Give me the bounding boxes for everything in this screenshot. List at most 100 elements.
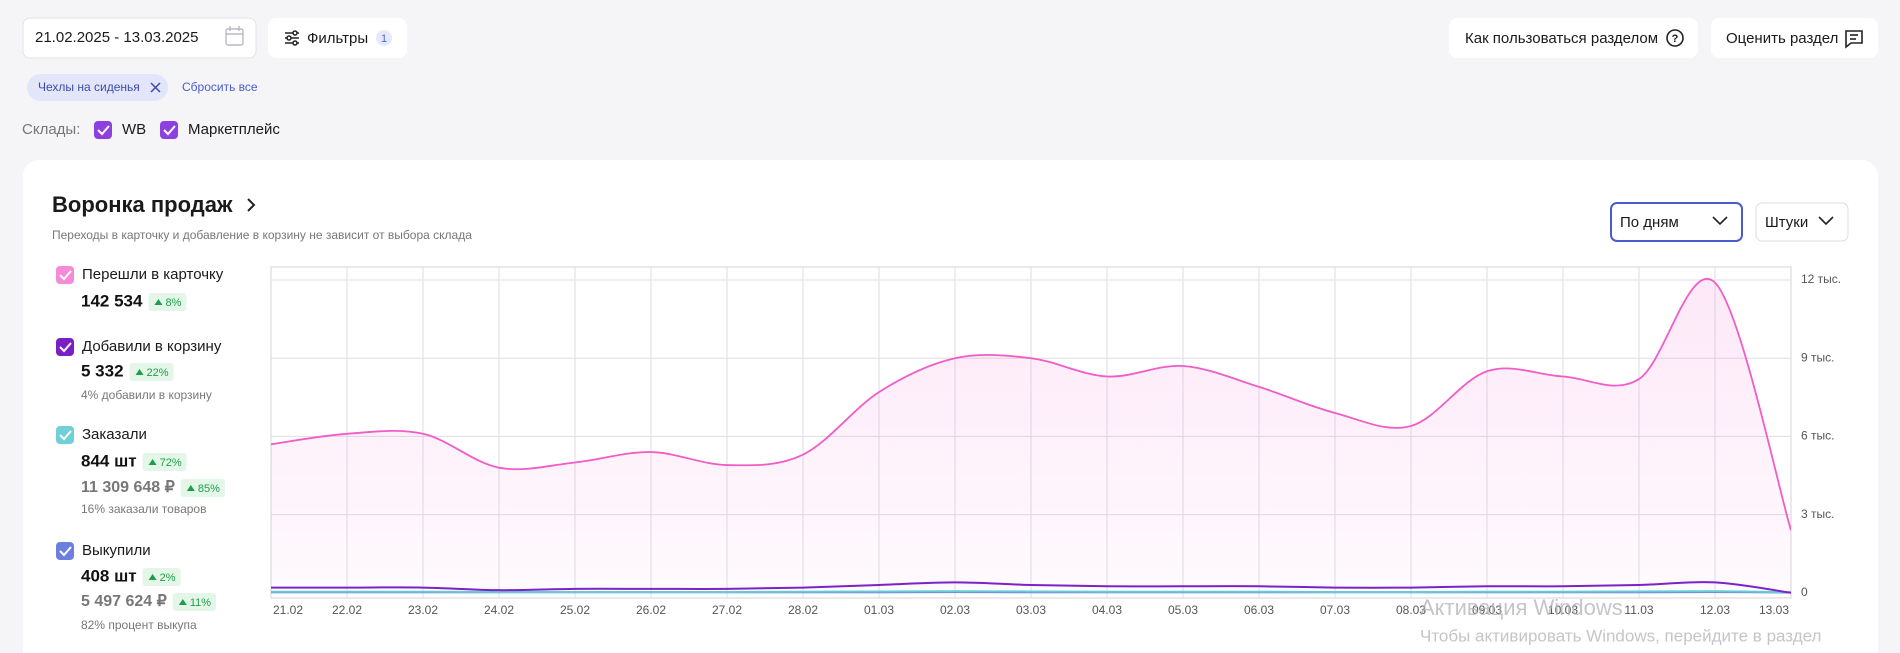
metric-value: 142 534 bbox=[81, 291, 143, 310]
legend-checkbox[interactable] bbox=[56, 266, 74, 284]
check-mark bbox=[59, 546, 72, 557]
metric-note: 16% заказали товаров bbox=[81, 502, 206, 516]
unit-select[interactable] bbox=[1755, 202, 1849, 242]
change-badge: 72% bbox=[142, 453, 187, 471]
legend-label: Перешли в карточку bbox=[82, 266, 224, 283]
x-tick-label: 24.02 bbox=[484, 603, 514, 617]
filters-badge bbox=[376, 30, 392, 46]
badge-text: 11% bbox=[190, 597, 211, 609]
reset-link[interactable]: Сбросить все bbox=[182, 80, 258, 94]
legend-label: Выкупили bbox=[82, 542, 151, 559]
check-mark bbox=[163, 125, 176, 136]
rate-button[interactable] bbox=[1711, 18, 1878, 58]
badge-bg bbox=[148, 293, 187, 311]
watermark-text: Чтобы активировать Windows, перейдите в … bbox=[1420, 626, 1821, 645]
x-tick-label: 09.03 bbox=[1472, 603, 1502, 617]
x-tick-label: 03.03 bbox=[1016, 603, 1046, 617]
x-tick-label: 04.03 bbox=[1092, 603, 1122, 617]
calendar-icon bbox=[225, 26, 244, 46]
chip-label: Чехлы на сиденья bbox=[38, 80, 140, 94]
checkbox[interactable] bbox=[94, 121, 112, 139]
up-triangle bbox=[154, 299, 163, 305]
watermark-title: Активация Windows bbox=[1420, 595, 1623, 620]
legend-checkbox[interactable] bbox=[56, 338, 74, 356]
check-mark bbox=[59, 270, 72, 281]
legend-checkbox[interactable] bbox=[56, 542, 74, 560]
badge-bg bbox=[142, 568, 181, 586]
badge-text: 85% bbox=[198, 483, 220, 495]
card-title[interactable]: Воронка продаж bbox=[52, 192, 233, 217]
badge-text: 72% bbox=[160, 457, 182, 469]
date-input[interactable] bbox=[22, 17, 257, 59]
period-label: По дням bbox=[1620, 214, 1679, 231]
x-tick-label: 06.03 bbox=[1244, 603, 1274, 617]
warehouse-option: WB bbox=[122, 121, 146, 138]
metric-value: 408 шт bbox=[81, 566, 137, 585]
check-mark bbox=[59, 342, 72, 353]
metric-value: 844 шт bbox=[81, 451, 137, 470]
x-tick-label: 21.02 bbox=[273, 603, 303, 617]
watermark: Активация Windows Чтобы активировать Win… bbox=[1420, 595, 1821, 646]
x-tick-label: 25.02 bbox=[560, 603, 590, 617]
x-tick-label: 27.02 bbox=[712, 603, 742, 617]
help-label: Как пользоваться разделом bbox=[1465, 30, 1658, 47]
unit-label: Штуки bbox=[1765, 214, 1808, 231]
comment-icon bbox=[1845, 30, 1863, 49]
x-tick-label: 08.03 bbox=[1396, 603, 1426, 617]
filters-button[interactable] bbox=[268, 18, 407, 58]
legend-checkbox[interactable] bbox=[56, 426, 74, 444]
metric-note: 82% процент выкупа bbox=[81, 618, 197, 632]
card-subtitle: Переходы в карточку и добавление в корзи… bbox=[52, 228, 472, 242]
change-badge: 85% bbox=[180, 479, 225, 497]
chart: 0 3 тыс. 6 тыс. 9 тыс. 12 тыс. 21.02 22.02 23.0… bbox=[270, 266, 1841, 617]
up-triangle bbox=[148, 459, 157, 465]
x-tick-label: 12.03 bbox=[1700, 603, 1730, 617]
check-mark bbox=[97, 125, 110, 136]
filter-chip[interactable] bbox=[27, 74, 168, 101]
x-tick-label: 01.03 bbox=[864, 603, 894, 617]
up-triangle bbox=[178, 599, 187, 605]
badge-bg bbox=[180, 479, 225, 497]
chip-close[interactable] bbox=[150, 82, 161, 93]
change-badge: 2% bbox=[142, 568, 181, 586]
badge-bg bbox=[129, 363, 174, 381]
filter-icon bbox=[285, 30, 299, 46]
x-tick-label: 10.03 bbox=[1548, 603, 1578, 617]
metric-amount: 11 309 648 ₽ bbox=[81, 479, 175, 496]
plot-border bbox=[270, 266, 1792, 599]
period-select[interactable] bbox=[1610, 202, 1743, 242]
help-button[interactable] bbox=[1449, 18, 1698, 58]
warehouses-label: Склады: bbox=[22, 121, 80, 138]
x-tick-label: 13.03 bbox=[1759, 603, 1789, 617]
x-tick-label: 23.02 bbox=[408, 603, 438, 617]
svg-text:?: ? bbox=[1672, 33, 1679, 45]
change-badge: 8% bbox=[148, 293, 187, 311]
series-area bbox=[271, 278, 1791, 593]
badge-text: 2% bbox=[160, 572, 176, 584]
x-tick-label: 11.03 bbox=[1624, 603, 1653, 617]
change-badge: 11% bbox=[172, 593, 217, 611]
checkbox[interactable] bbox=[160, 121, 178, 139]
title-chevron bbox=[247, 198, 256, 212]
x-tick-label: 26.02 bbox=[636, 603, 666, 617]
badge-bg bbox=[142, 453, 187, 471]
badge-text: 8% bbox=[165, 297, 181, 309]
rate-label: Оценить раздел bbox=[1726, 30, 1838, 47]
warehouse-option: Маркетплейс bbox=[188, 121, 280, 138]
badge-bg bbox=[172, 593, 217, 611]
x-tick-label: 28.02 bbox=[788, 603, 818, 617]
up-triangle bbox=[148, 574, 157, 580]
x-tick-label: 02.03 bbox=[940, 603, 970, 617]
check-mark bbox=[59, 430, 72, 441]
date-range: 21.02.2025 - 13.03.2025 bbox=[35, 29, 198, 46]
metric-value: 5 332 bbox=[81, 361, 124, 380]
badge-text: 22% bbox=[147, 367, 169, 379]
legend-label: Заказали bbox=[82, 426, 147, 443]
y-tick-label: 6 тыс. bbox=[1801, 429, 1834, 443]
change-badge: 22% bbox=[129, 363, 174, 381]
up-triangle bbox=[135, 369, 144, 375]
metric-amount: 5 497 624 ₽ bbox=[81, 593, 167, 610]
y-tick-label: 3 тыс. bbox=[1801, 507, 1834, 521]
up-triangle bbox=[186, 485, 195, 491]
